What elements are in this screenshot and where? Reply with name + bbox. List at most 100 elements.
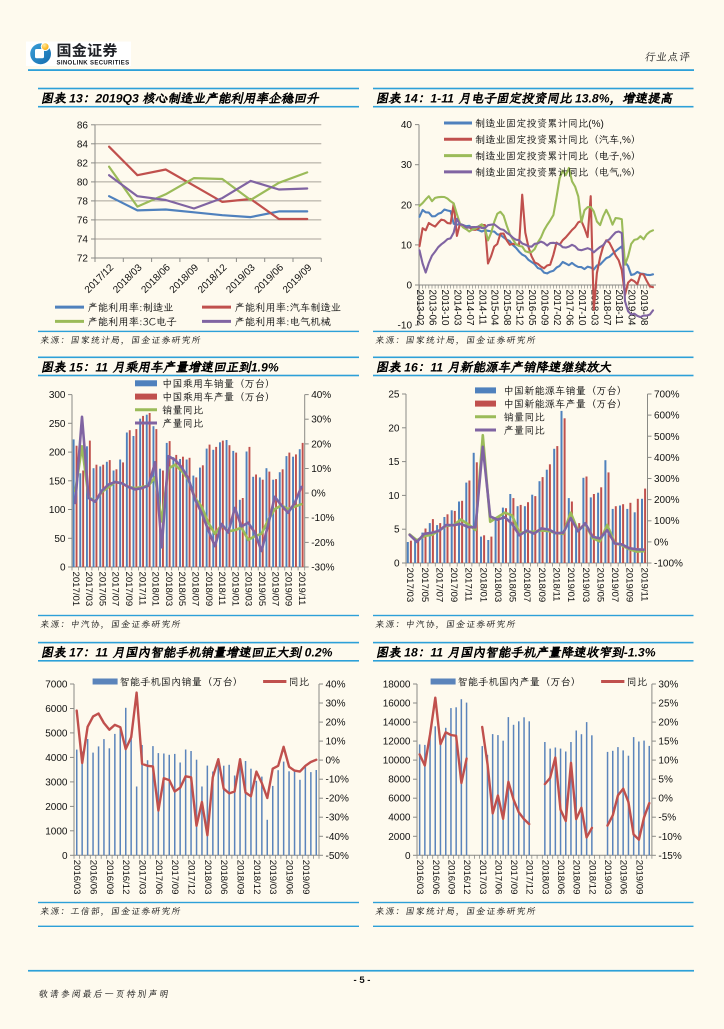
svg-text:2016-05: 2016-05	[526, 290, 537, 327]
svg-text:2018/03: 2018/03	[202, 860, 213, 895]
svg-text:400%: 400%	[654, 453, 680, 464]
svg-text:2016/06: 2016/06	[430, 860, 441, 895]
svg-text:2017/05: 2017/05	[96, 572, 107, 607]
svg-text:2019/06: 2019/06	[284, 860, 295, 895]
svg-text:-30%: -30%	[311, 563, 334, 574]
svg-text:2017/05: 2017/05	[419, 568, 430, 603]
svg-text:50: 50	[54, 534, 66, 545]
svg-text:2018/07: 2018/07	[190, 572, 201, 607]
svg-text:250: 250	[49, 419, 66, 430]
svg-text:2018/09: 2018/09	[536, 568, 547, 603]
svg-text:-30%: -30%	[326, 813, 349, 824]
svg-text:2018/09: 2018/09	[203, 572, 214, 607]
svg-text:0: 0	[405, 851, 411, 862]
svg-text:2018/11: 2018/11	[216, 572, 227, 606]
svg-text:2017/09: 2017/09	[448, 568, 459, 603]
svg-text:30%: 30%	[658, 680, 678, 691]
svg-text:2014-07: 2014-07	[464, 290, 475, 326]
svg-text:84: 84	[77, 139, 89, 150]
svg-text:-1.3%: -1.3%	[624, 646, 656, 660]
svg-text:11: 11	[95, 646, 111, 660]
svg-text:2016/03: 2016/03	[414, 860, 425, 895]
svg-text:2018/05: 2018/05	[176, 572, 187, 607]
svg-text:5%: 5%	[658, 775, 673, 786]
svg-text:-15%: -15%	[658, 851, 681, 862]
svg-text:1-11: 1-11	[430, 92, 457, 106]
svg-text:0: 0	[62, 851, 68, 862]
svg-text:2000: 2000	[388, 832, 411, 843]
svg-text:2017/06: 2017/06	[153, 860, 164, 895]
svg-text:86: 86	[77, 120, 89, 131]
svg-text:4000: 4000	[388, 813, 411, 824]
svg-text:16000: 16000	[383, 699, 411, 710]
svg-text:7000: 7000	[45, 680, 68, 691]
svg-text:- 5 -: - 5 -	[354, 975, 371, 986]
svg-text:0.2%: 0.2%	[301, 646, 332, 660]
svg-text:15%: 15%	[658, 737, 678, 748]
svg-text:5000: 5000	[45, 728, 68, 739]
svg-text:4000: 4000	[45, 753, 68, 764]
svg-text:30%: 30%	[311, 415, 331, 426]
svg-text:2017/06: 2017/06	[492, 860, 503, 895]
svg-text:2019/09: 2019/09	[624, 568, 635, 603]
svg-text:30: 30	[401, 160, 413, 171]
svg-text:2015-04: 2015-04	[489, 290, 500, 327]
svg-text:-50%: -50%	[326, 851, 349, 862]
svg-text:2017/03: 2017/03	[83, 572, 94, 607]
svg-text:2016/06: 2016/06	[88, 860, 99, 895]
svg-text:600%: 600%	[654, 411, 680, 422]
svg-text:2018-07: 2018-07	[601, 290, 612, 326]
svg-text:2017/01: 2017/01	[70, 572, 81, 607]
svg-text:2018/05: 2018/05	[507, 568, 518, 603]
svg-text:-5%: -5%	[658, 813, 676, 824]
svg-text:2019/07: 2019/07	[269, 572, 280, 607]
svg-text:14000: 14000	[383, 718, 411, 729]
svg-text:3000: 3000	[45, 777, 68, 788]
svg-text:18000: 18000	[383, 680, 411, 691]
svg-text:2017/03: 2017/03	[404, 568, 415, 603]
svg-text:2019/01: 2019/01	[565, 568, 576, 603]
svg-text:2018/06: 2018/06	[218, 860, 229, 895]
svg-text:2017/11: 2017/11	[463, 568, 474, 602]
svg-text:2017/12: 2017/12	[186, 860, 197, 895]
svg-text:2016/09: 2016/09	[104, 860, 115, 895]
svg-text:300: 300	[49, 390, 66, 401]
svg-text:2015-08: 2015-08	[501, 290, 512, 327]
svg-text:40%: 40%	[311, 390, 331, 401]
svg-text:8000: 8000	[388, 775, 411, 786]
svg-text:17: 17	[66, 646, 84, 660]
svg-text:2000: 2000	[45, 802, 68, 813]
svg-text:20%: 20%	[326, 718, 346, 729]
svg-text:78: 78	[77, 196, 89, 207]
svg-text:2018/01: 2018/01	[477, 568, 488, 603]
svg-text:2017/09: 2017/09	[508, 860, 519, 895]
svg-text:2018-11: 2018-11	[613, 290, 624, 325]
svg-text:-10%: -10%	[311, 513, 334, 524]
svg-text:2019/11: 2019/11	[638, 568, 649, 602]
svg-text:20%: 20%	[658, 718, 678, 729]
svg-text:2019/03: 2019/03	[243, 572, 254, 607]
svg-text:2018/03: 2018/03	[163, 572, 174, 607]
svg-text:18: 18	[401, 646, 418, 660]
svg-text:2017/12: 2017/12	[524, 860, 535, 895]
svg-text:300%: 300%	[654, 474, 680, 485]
svg-text:2016/03: 2016/03	[71, 860, 82, 895]
svg-text:,%: ,%	[619, 135, 631, 146]
svg-text:2013-02: 2013-02	[414, 290, 425, 326]
svg-text:80: 80	[77, 177, 89, 188]
svg-text:2017/07: 2017/07	[110, 572, 121, 607]
svg-text:0: 0	[406, 281, 412, 292]
svg-text:10%: 10%	[311, 464, 331, 475]
svg-text:13.8%: 13.8%	[572, 92, 610, 106]
svg-text:2018/06: 2018/06	[555, 860, 566, 895]
svg-text:2018/12: 2018/12	[586, 860, 597, 895]
svg-text:2016-09: 2016-09	[539, 290, 550, 326]
svg-text:2017/03: 2017/03	[477, 860, 488, 895]
svg-text:5: 5	[394, 525, 400, 536]
svg-text:2017/09: 2017/09	[123, 572, 134, 607]
svg-text:74: 74	[77, 235, 89, 246]
svg-text:2017-02: 2017-02	[551, 290, 562, 326]
svg-text:,%: ,%	[619, 151, 631, 162]
svg-text:2016/12: 2016/12	[120, 860, 131, 895]
svg-text:2019/05: 2019/05	[256, 572, 267, 607]
